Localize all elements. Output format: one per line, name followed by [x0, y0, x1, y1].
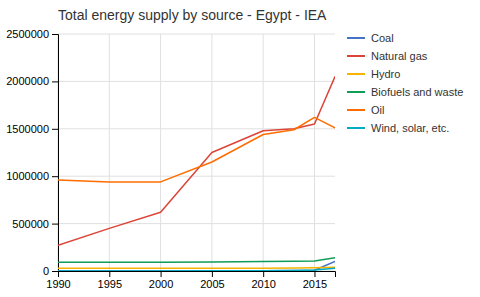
tick-mark	[52, 271, 58, 272]
axis-domain	[59, 272, 336, 278]
tick-label: 2010	[251, 278, 275, 290]
tick: 2010	[251, 271, 275, 290]
legend-label: Hydro	[371, 68, 400, 80]
tick: 1000000	[6, 170, 58, 182]
tick: 1995	[98, 271, 122, 290]
series-line	[58, 258, 335, 263]
tick-label: 2005	[200, 278, 224, 290]
legend-item: Natural gas	[347, 50, 428, 62]
legend-label: Wind, solar, etc.	[371, 122, 449, 134]
legend-item: Oil	[347, 104, 384, 116]
tick-mark	[263, 271, 264, 277]
tick-mark	[52, 81, 58, 82]
title: Total energy supply by source - Egypt - …	[58, 7, 327, 23]
grid-line-y	[58, 34, 335, 35]
tick-label: 1990	[46, 278, 70, 290]
tick-mark	[52, 224, 58, 225]
legend-label: Natural gas	[371, 50, 428, 62]
tick: 500000	[12, 218, 58, 230]
tick-mark	[212, 271, 213, 277]
grid-line-y	[58, 223, 335, 224]
tick-label: 500000	[12, 218, 49, 230]
legend-label: Oil	[371, 104, 384, 116]
legend-swatch	[347, 37, 365, 39]
tick-label: 2500000	[6, 28, 49, 40]
tick: 2015	[303, 271, 327, 290]
legend-swatch	[347, 91, 365, 93]
chart: 1990 1995 2000 2005 2010 2015 0 500000 1000000 15…	[0, 0, 480, 297]
series-line	[58, 267, 335, 268]
grid-line-y	[58, 176, 335, 177]
tick: 1990	[46, 271, 70, 290]
tick-mark	[52, 176, 58, 177]
series-line	[58, 268, 335, 271]
tick: 2005	[200, 271, 224, 290]
tick-mark	[314, 271, 315, 277]
tick-label: 1995	[98, 278, 122, 290]
legend-label: Coal	[371, 32, 394, 44]
legend-item: Coal	[347, 32, 394, 44]
axis-domain	[52, 35, 59, 272]
tick: 1500000	[6, 123, 58, 135]
tick-label: 2015	[303, 278, 327, 290]
y-axis: 0 500000 1000000 1500000 2000000 2500000	[6, 28, 58, 277]
tick-label: 2000	[149, 278, 173, 290]
tick-label: 2000000	[6, 75, 49, 87]
legend-swatch	[347, 127, 365, 129]
grid-line-x	[314, 34, 315, 271]
tick-mark	[109, 271, 110, 277]
grid-line-x	[263, 34, 264, 271]
x-axis: 1990 1995 2000 2005 2010 2015	[46, 271, 335, 290]
tick-label: 1500000	[6, 123, 49, 135]
series-line	[58, 117, 335, 181]
tick: 2000000	[6, 75, 58, 87]
legend-swatch	[347, 55, 365, 57]
tick: 2500000	[6, 28, 58, 40]
grid-line-x	[160, 34, 161, 271]
legend-item: Hydro	[347, 68, 400, 80]
tick-mark	[52, 34, 58, 35]
tick: 2000	[149, 271, 173, 290]
grid-line-y	[58, 81, 335, 82]
plot-area	[58, 77, 335, 271]
legend-label: Biofuels and waste	[371, 86, 463, 98]
legend-swatch	[347, 109, 365, 111]
grid-line-x	[109, 34, 110, 271]
legend: Coal Natural gas Hydro Biofuels and waste Oi…	[347, 32, 463, 134]
legend-swatch	[347, 73, 365, 75]
tick-label: 0	[43, 265, 49, 277]
grid	[58, 34, 335, 271]
tick-label: 1000000	[6, 170, 49, 182]
legend-item: Wind, solar, etc.	[347, 122, 449, 134]
tick-mark	[52, 129, 58, 130]
series-line	[58, 77, 335, 246]
tick-mark	[161, 271, 162, 277]
legend-item: Biofuels and waste	[347, 86, 463, 98]
tick: 0	[43, 265, 58, 277]
